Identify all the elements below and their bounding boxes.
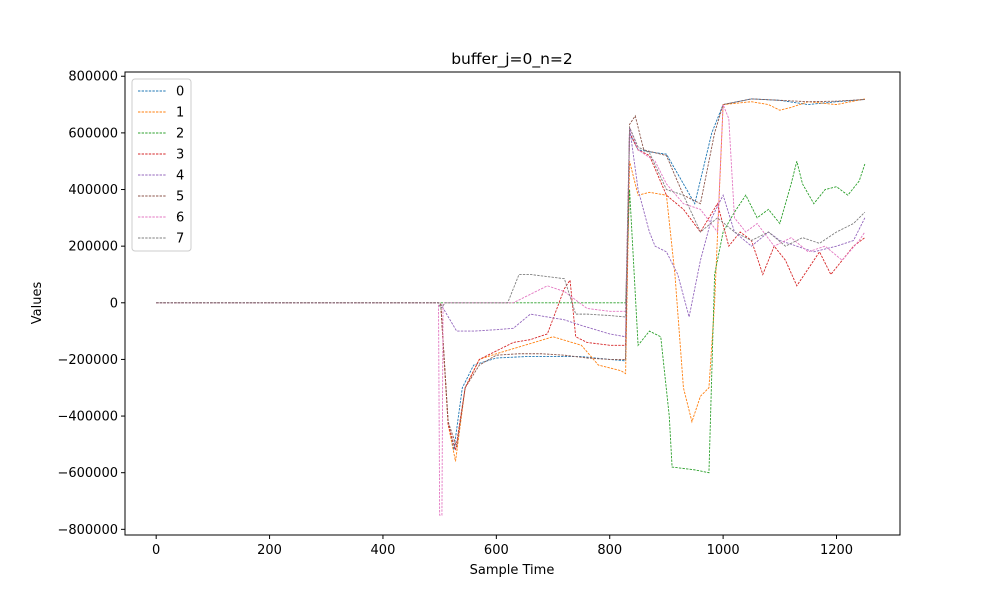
series-line-2 [156,161,866,474]
y-tick-label: 400000 [68,183,118,198]
series-line-7 [156,127,866,318]
plot-frame [124,71,901,536]
x-tick-label: 400 [371,543,396,558]
y-tick-label: 600000 [68,126,118,141]
legend: 0 1 2 3 4 5 6 7 [131,78,192,252]
y-tick-label: 200000 [68,240,118,255]
legend-label-0: 0 [176,85,184,100]
x-tick-label: 1200 [820,543,853,558]
x-tick-label: 1000 [707,543,740,558]
legend-label-1: 1 [176,106,184,121]
series-line-4 [156,127,866,338]
legend-label-7: 7 [176,232,184,247]
x-tick-label: 800 [597,543,622,558]
y-tick-label: −200000 [57,353,118,368]
legend-label-5: 5 [176,190,184,205]
y-tick-label: 800000 [68,70,118,85]
x-tick-label: 600 [484,543,509,558]
legend-box [131,78,192,252]
series-line-0 [156,98,865,451]
x-tick-label: 200 [257,543,282,558]
y-axis: −800000 −600000 −400000 −200000 0 200000 40000… [57,70,125,538]
x-axis-label: Sample Time [470,563,555,578]
y-tick-label: 0 [110,296,118,311]
y-axis-label: Values [30,282,45,325]
y-tick-label: −400000 [57,410,118,425]
chart-title: buffer_j=0_n=2 [451,50,573,69]
y-tick-label: −800000 [57,523,118,538]
series-line-5 [156,98,865,448]
y-tick-label: −600000 [57,466,118,481]
legend-label-4: 4 [176,169,184,184]
legend-label-2: 2 [176,127,184,142]
legend-label-3: 3 [176,148,184,163]
x-axis: 0 200 400 600 800 1000 1200 [152,535,853,558]
plot-lines [156,98,866,516]
legend-label-6: 6 [176,211,184,226]
x-tick-label: 0 [152,543,160,558]
